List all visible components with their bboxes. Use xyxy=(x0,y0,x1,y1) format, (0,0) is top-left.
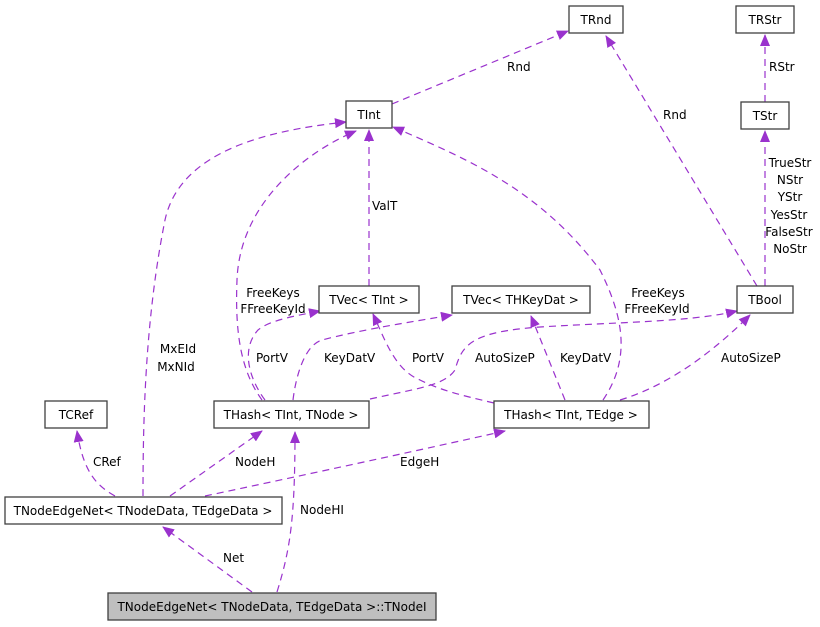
node-label: TCRef xyxy=(58,408,94,422)
edge-tnodei-net xyxy=(162,526,253,593)
node-label: TVec< TInt > xyxy=(328,293,409,307)
edge-label-thash-tedge-freekeys: FreeKeys xyxy=(631,286,684,300)
node-label: TNodeEdgeNet< TNodeData, TEdgeData >::TN… xyxy=(116,600,426,614)
edge-label-thash-tedge-portv: PortV xyxy=(412,351,445,365)
node-tint[interactable]: TInt xyxy=(345,100,393,129)
edge-thash-tnode-tint xyxy=(236,130,357,401)
node-label: TVec< THKeyDat > xyxy=(462,293,579,307)
edge-labels: Rnd Rnd RStr TrueStr NStr YStr YesStr Fa… xyxy=(93,60,813,565)
edge-label-mxeid: MxEId xyxy=(160,342,196,356)
node-label: TInt xyxy=(356,108,380,122)
edge-label-mxnid: MxNId xyxy=(157,360,195,374)
edge-label-yesstr: YesStr xyxy=(770,208,808,222)
node-label: TNodeEdgeNet< TNodeData, TEdgeData > xyxy=(13,504,273,518)
node-thash-tnode[interactable]: THash< TInt, TNode > xyxy=(213,400,370,429)
node-label: TRStr xyxy=(748,13,782,27)
edge-thash-tedge-tint xyxy=(392,126,622,401)
node-tbool[interactable]: TBool xyxy=(736,285,794,314)
edge-thash-tnode-tbool xyxy=(369,308,738,400)
edges xyxy=(73,30,770,593)
edge-label-tint-trnd: Rnd xyxy=(507,60,531,74)
edge-label-thash-tedge-keydatv: KeyDatV xyxy=(560,351,612,365)
node-label: THash< TInt, TNode > xyxy=(223,408,359,422)
edge-label-ystr: YStr xyxy=(777,190,803,204)
edge-label-thash-tnode-freekeys: FreeKeys xyxy=(246,286,299,300)
node-trnd[interactable]: TRnd xyxy=(568,5,624,34)
edge-thash-tedge-tvec-tint xyxy=(372,313,495,404)
edge-label-thash-tnode-autosizep: AutoSizeP xyxy=(475,351,535,365)
node-tnodeedgenet[interactable]: TNodeEdgeNet< TNodeData, TEdgeData > xyxy=(4,496,283,525)
node-tvec-tint[interactable]: TVec< TInt > xyxy=(318,285,420,314)
edge-thash-tnode-tvec-thkeydat xyxy=(292,311,453,401)
edge-label-tstr-trstr: RStr xyxy=(769,60,795,74)
edge-label-thash-tnode-keydatv: KeyDatV xyxy=(324,351,376,365)
edge-thash-tnode-tvec-tint xyxy=(247,308,321,401)
edge-tint-trnd xyxy=(391,30,569,105)
edge-label-cref: CRef xyxy=(93,455,122,469)
edge-net-tint xyxy=(142,118,347,497)
node-tcref[interactable]: TCRef xyxy=(44,400,108,429)
edge-net-thash-tnode xyxy=(169,430,263,497)
edge-label-thash-tedge-autosizep: AutoSizeP xyxy=(721,351,781,365)
edge-label-nodehi: NodeHI xyxy=(300,503,344,517)
edge-tbool-trnd xyxy=(605,35,758,287)
node-label: TStr xyxy=(752,109,778,123)
edge-label-falsestr: FalseStr xyxy=(765,225,812,239)
edge-label-edgeh: EdgeH xyxy=(400,455,439,469)
node-label: TBool xyxy=(747,293,782,307)
edge-label-truestr: TrueStr xyxy=(768,156,812,170)
node-tvec-thkeydat[interactable]: TVec< THKeyDat > xyxy=(451,285,591,314)
edge-label-nostr: NoStr xyxy=(773,242,807,256)
edge-label-tbool-trnd: Rnd xyxy=(663,108,687,122)
edge-label-net: Net xyxy=(223,551,244,565)
edge-tnodei-thash-tnode xyxy=(276,431,300,593)
edge-label-nodeh: NodeH xyxy=(235,455,275,469)
node-label: THash< TInt, TEdge > xyxy=(503,408,638,422)
edge-thash-tedge-tvec-thkeydat xyxy=(530,315,566,401)
node-thash-tedge[interactable]: THash< TInt, TEdge > xyxy=(493,400,650,429)
edge-net-thash-tedge xyxy=(204,428,506,497)
edge-thash-tedge-tbool xyxy=(619,314,751,401)
node-tnodei-current: TNodeEdgeNet< TNodeData, TEdgeData >::TN… xyxy=(107,592,437,621)
node-tstr[interactable]: TStr xyxy=(740,101,790,130)
edge-label-nstr: NStr xyxy=(777,173,803,187)
edge-label-thash-tnode-portv: PortV xyxy=(256,351,289,365)
node-label: TRnd xyxy=(580,13,612,27)
edge-label-thash-tnode-ffreekeyid: FFreeKeyId xyxy=(240,302,305,316)
node-trstr[interactable]: TRStr xyxy=(735,5,795,34)
edge-label-valt: ValT xyxy=(372,199,398,213)
edge-net-tcref xyxy=(73,430,116,497)
edge-label-thash-tedge-ffreekeyid: FFreeKeyId xyxy=(624,302,689,316)
